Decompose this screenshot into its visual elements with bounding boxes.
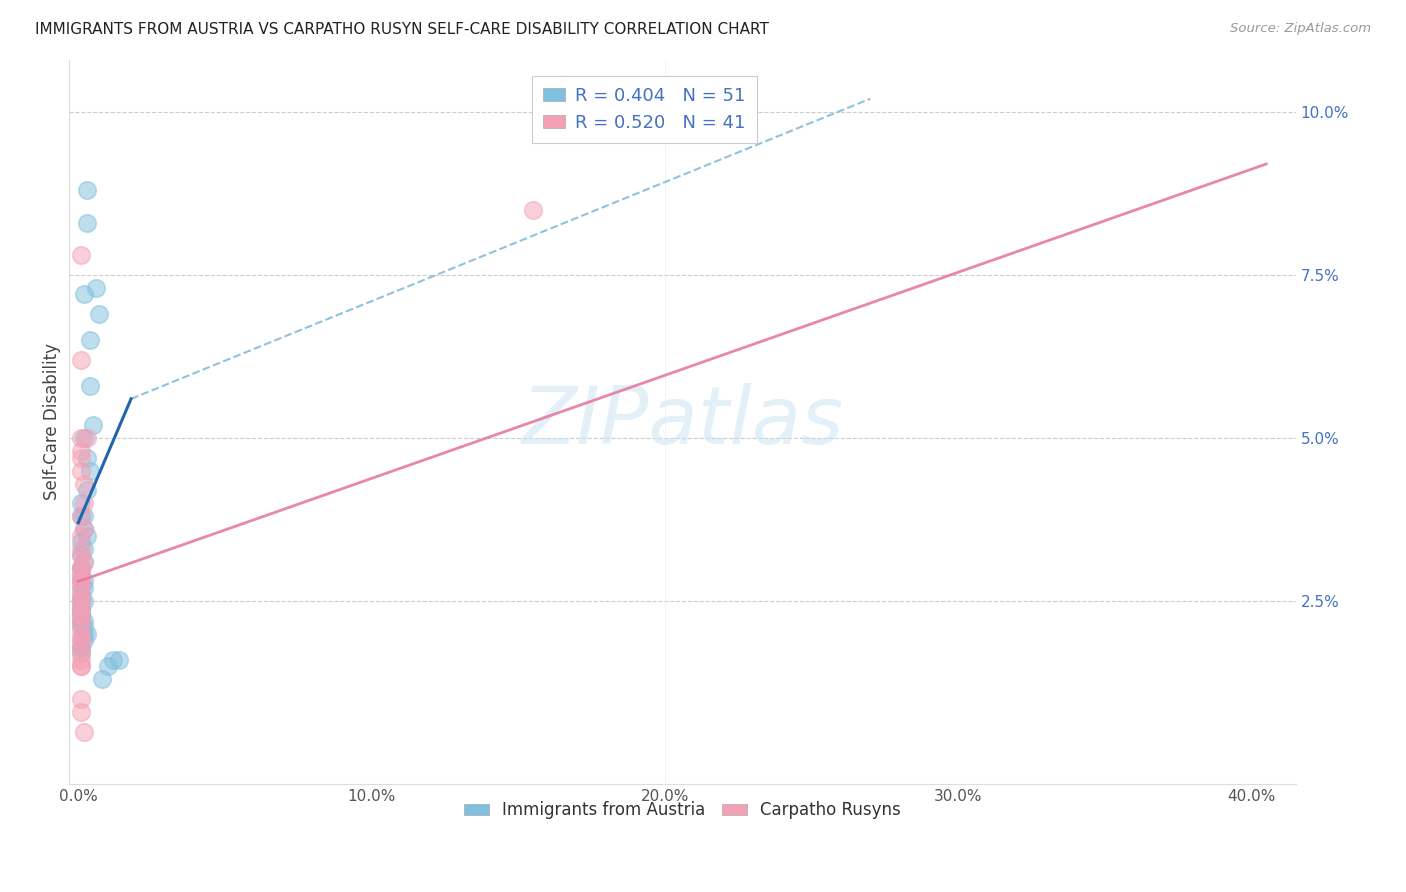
Point [70,574,93,589]
Point [70,607,93,621]
Legend: Immigrants from Austria, Carpatho Rusyns: Immigrants from Austria, Carpatho Rusyns [457,795,908,826]
Point [70,581,93,595]
Point [70,607,93,621]
Text: Source: ZipAtlas.com: Source: ZipAtlas.com [1230,22,1371,36]
Point [73,555,96,569]
Point [70,549,93,563]
Y-axis label: Self-Care Disability: Self-Care Disability [44,343,60,500]
Text: IMMIGRANTS FROM AUSTRIA VS CARPATHO RUSYN SELF-CARE DISABILITY CORRELATION CHART: IMMIGRANTS FROM AUSTRIA VS CARPATHO RUSY… [35,22,769,37]
Point [70,600,93,615]
Point [70,588,93,602]
Point [79,333,101,347]
Point [87,307,110,321]
Point [70,646,93,660]
Point [73,724,96,739]
Point [70,594,93,608]
Point [70,450,93,465]
Point [70,600,93,615]
Point [70,444,93,458]
Point [76,626,98,640]
Point [73,574,96,589]
Point [70,600,93,615]
Point [70,659,93,673]
Point [70,594,93,608]
Point [70,659,93,673]
Point [73,476,96,491]
Point [76,529,98,543]
Point [70,509,93,524]
Point [73,431,96,445]
Point [70,541,93,556]
Point [108,653,131,667]
Point [79,464,101,478]
Point [73,522,96,536]
Point [70,626,93,640]
Point [70,561,93,575]
Point [70,581,93,595]
Point [73,581,96,595]
Point [70,620,93,634]
Point [70,568,93,582]
Point [82,417,104,432]
Point [70,692,93,706]
Point [70,574,93,589]
Point [70,588,93,602]
Point [70,614,93,628]
Point [70,633,93,648]
Point [70,561,93,575]
Point [73,620,96,634]
Point [70,594,93,608]
Point [70,614,93,628]
Point [70,568,93,582]
Point [522,202,544,217]
Point [73,626,96,640]
Point [70,646,93,660]
Point [76,183,98,197]
Point [73,509,96,524]
Point [103,653,125,667]
Point [97,659,120,673]
Point [76,216,98,230]
Point [70,607,93,621]
Point [70,640,93,654]
Point [90,673,112,687]
Point [70,464,93,478]
Point [76,483,98,498]
Point [70,352,93,367]
Point [70,561,93,575]
Point [70,574,93,589]
Point [70,549,93,563]
Point [70,705,93,719]
Point [76,431,98,445]
Point [73,522,96,536]
Point [70,529,93,543]
Point [73,555,96,569]
Point [70,633,93,648]
Point [70,620,93,634]
Point [70,653,93,667]
Point [70,607,93,621]
Point [79,378,101,392]
Point [70,248,93,262]
Point [73,287,96,301]
Text: ZIPatlas: ZIPatlas [522,383,844,460]
Point [73,614,96,628]
Point [73,633,96,648]
Point [73,496,96,510]
Point [73,541,96,556]
Point [70,561,93,575]
Point [76,450,98,465]
Point [70,431,93,445]
Point [70,535,93,549]
Point [70,640,93,654]
Point [84,281,107,295]
Point [70,614,93,628]
Point [73,594,96,608]
Point [70,640,93,654]
Point [70,509,93,524]
Point [70,594,93,608]
Point [70,496,93,510]
